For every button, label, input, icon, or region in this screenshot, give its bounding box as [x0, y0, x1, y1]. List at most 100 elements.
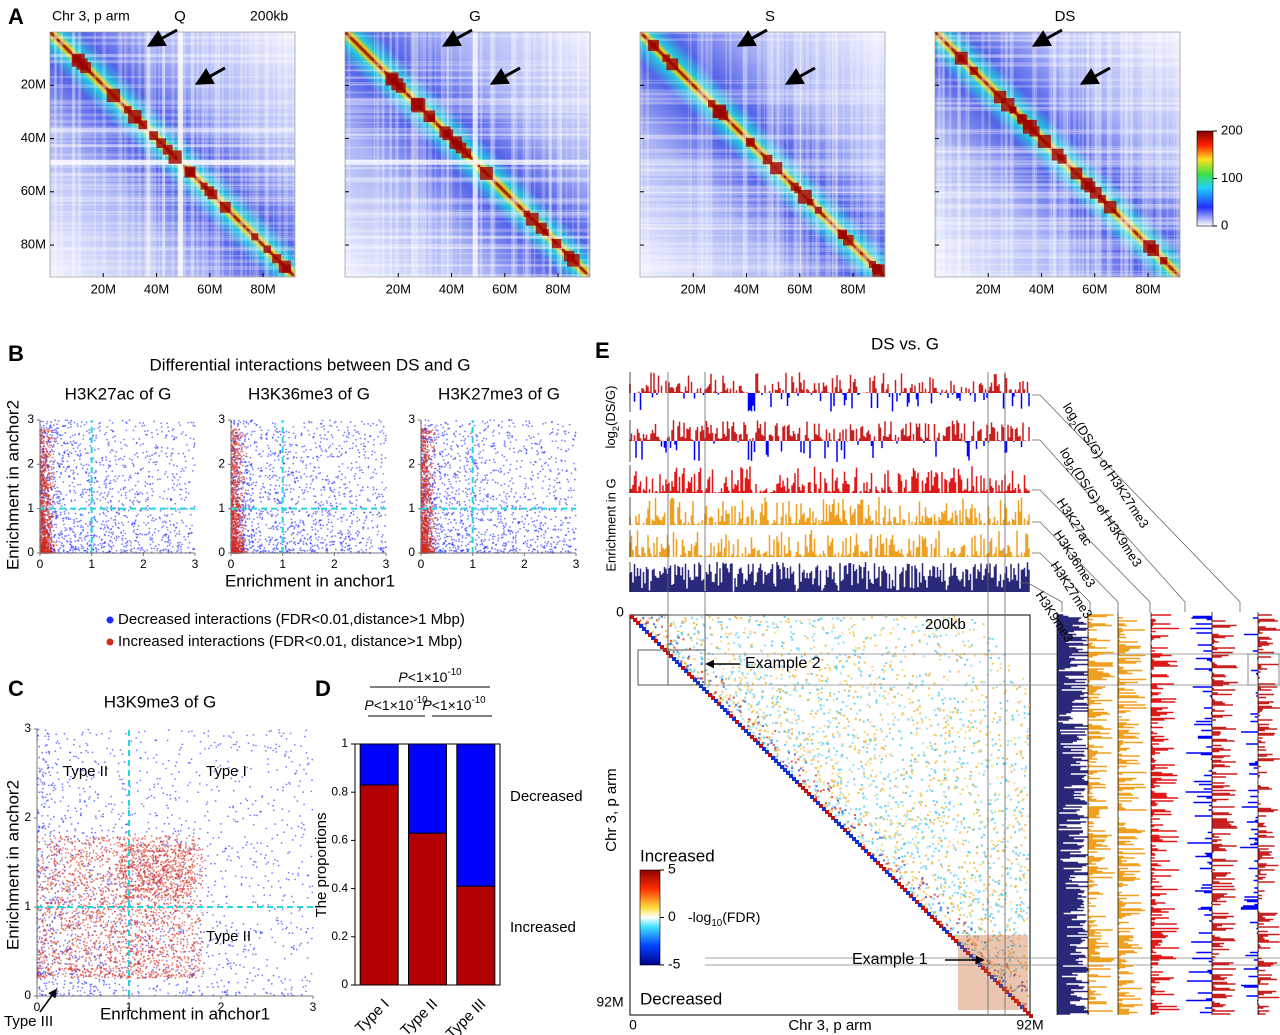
scatter-point — [173, 529, 176, 532]
heatmap-stripe — [1149, 32, 1153, 277]
heatmap-stripe — [935, 194, 1180, 199]
scatter-point — [89, 503, 92, 505]
scatter-point — [44, 488, 47, 491]
scatter-point — [141, 492, 144, 495]
scatter-point — [69, 529, 72, 531]
scatter-point — [384, 513, 387, 516]
heatmap-stripe — [294, 32, 296, 277]
heatmap-stripe — [1099, 32, 1102, 277]
heatmap-stripe — [511, 32, 513, 277]
scatter-point — [133, 547, 136, 550]
scatter-point — [283, 495, 286, 498]
scatter-point — [259, 492, 262, 495]
heatmap-stripe — [376, 32, 380, 277]
scatter-point — [302, 522, 305, 525]
scatter-point — [88, 464, 90, 467]
scatter-point — [85, 452, 88, 455]
scatter-point — [185, 443, 188, 446]
scatter-point — [372, 443, 375, 446]
scatter-point — [40, 426, 43, 429]
heatmap-stripe — [249, 32, 252, 277]
x-tick-label: 60M — [492, 281, 517, 296]
scatter-point — [251, 430, 254, 433]
scatter-point — [136, 456, 139, 458]
heatmap-stripe — [1010, 32, 1015, 277]
heatmap-stripe — [743, 32, 747, 277]
diagonal-domain — [872, 264, 883, 275]
diagonal-domain — [708, 100, 716, 108]
scatter-point — [95, 434, 98, 437]
heatmap-stripe — [345, 209, 590, 212]
heatmap-stripe — [876, 32, 879, 277]
heatmap-stripe — [935, 107, 1180, 112]
scatter-point — [65, 528, 68, 531]
scatter-point — [121, 539, 124, 542]
scatter-point — [377, 530, 380, 533]
scatter-point — [268, 497, 271, 500]
scatter-point — [58, 476, 61, 479]
scatter-point — [132, 503, 135, 506]
scatter-point — [43, 531, 46, 534]
scatter-point — [352, 513, 355, 516]
scatter-point — [290, 540, 293, 543]
scatter-point — [241, 486, 244, 489]
scatter-point — [61, 457, 64, 460]
heatmap-stripe — [1009, 32, 1013, 277]
scatter-point — [372, 471, 375, 474]
scatter-point — [355, 495, 357, 498]
heatmap-stripe — [50, 268, 295, 270]
scatter-point — [148, 531, 151, 534]
scatter-point — [107, 444, 110, 447]
scatter-point — [152, 490, 154, 493]
scatter-point — [125, 421, 128, 424]
heatmap-stripe — [640, 191, 885, 196]
heatmap-stripe — [640, 102, 885, 105]
scatter-point — [192, 548, 195, 550]
scatter-point — [49, 515, 51, 518]
scatter-point — [92, 499, 95, 502]
heatmap-stripe — [865, 32, 868, 277]
diagonal-domain — [535, 222, 547, 234]
scatter-point — [285, 448, 287, 451]
heatmap-stripe — [50, 53, 295, 58]
scatter-point — [341, 462, 344, 465]
scatter-point — [88, 544, 91, 547]
scatter-point — [45, 452, 48, 455]
scatter-point — [40, 519, 43, 521]
scatter-point — [40, 475, 43, 478]
scatter-point — [50, 514, 53, 517]
scatter-point — [269, 484, 272, 486]
scatter-point — [273, 474, 276, 477]
heatmap-stripe — [1124, 32, 1129, 277]
scatter-point — [49, 543, 52, 546]
scatter-point — [276, 440, 279, 443]
heatmap-stripe — [345, 97, 590, 101]
scatter-point — [252, 473, 254, 476]
heatmap-stripe — [937, 32, 940, 277]
scatter-point — [98, 486, 101, 489]
scatter-point — [48, 494, 51, 497]
scatter-point — [371, 513, 374, 516]
heatmap-stripe — [935, 45, 1180, 49]
scatter-point — [41, 531, 44, 534]
scatter-point — [289, 491, 292, 494]
heatmap-stripe — [640, 93, 885, 97]
scatter-point — [274, 453, 276, 456]
heatmap-stripe — [640, 221, 885, 223]
scatter-point — [110, 504, 113, 507]
scatter-point — [156, 433, 159, 436]
scatter-point — [49, 483, 52, 486]
scatter-point — [365, 515, 368, 518]
heatmap-stripe — [812, 32, 814, 277]
scatter-point — [246, 483, 249, 486]
scatter-point — [65, 540, 68, 542]
scatter-point — [127, 509, 130, 512]
heatmap-stripe — [77, 32, 81, 277]
heatmap-stripe — [1141, 32, 1146, 277]
scatter-point — [329, 502, 332, 505]
scatter-point — [69, 436, 72, 439]
scatter-point — [80, 421, 83, 423]
scatter-point — [93, 502, 96, 505]
scatter-point — [116, 537, 118, 540]
scatter-point — [88, 429, 91, 431]
